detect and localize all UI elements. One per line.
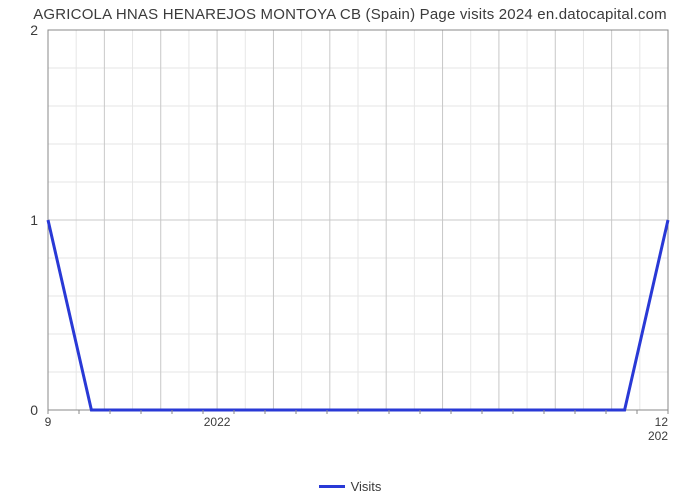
chart-title: AGRICOLA HNAS HENAREJOS MONTOYA CB (Spai… — [0, 6, 700, 23]
svg-text:0: 0 — [30, 402, 38, 418]
chart-legend: Visits — [0, 478, 700, 494]
svg-text:2: 2 — [30, 22, 38, 38]
legend-swatch — [319, 485, 345, 488]
svg-text:202: 202 — [648, 429, 668, 443]
legend-label: Visits — [351, 479, 382, 494]
svg-text:1: 1 — [30, 212, 38, 228]
chart-plot-area: 012 9202212202 — [48, 30, 668, 440]
svg-text:12: 12 — [655, 415, 669, 429]
y-axis-ticks: 0 1 2 — [30, 22, 38, 418]
svg-text:2022: 2022 — [204, 415, 231, 429]
svg-text:9: 9 — [45, 415, 52, 429]
chart-svg: 012 9202212202 — [48, 30, 668, 440]
x-axis-ticks: 9 2022 12202 — [45, 410, 669, 443]
